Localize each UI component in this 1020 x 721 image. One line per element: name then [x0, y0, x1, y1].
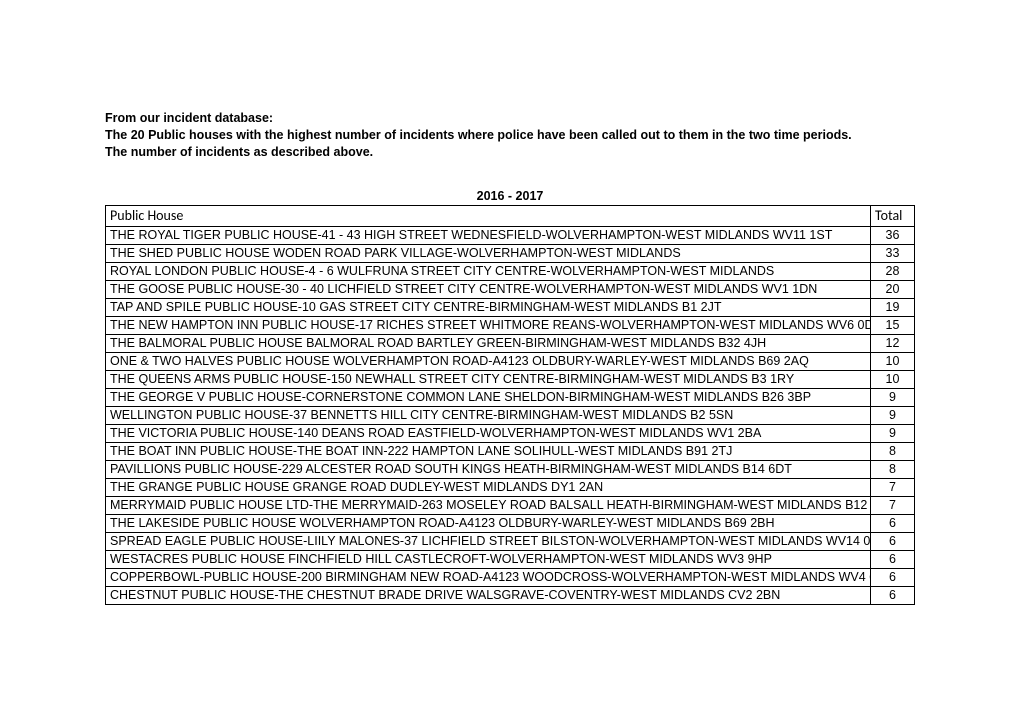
public-house-cell: THE ROYAL TIGER PUBLIC HOUSE-41 - 43 HIG…	[106, 226, 871, 244]
public-house-cell: ONE & TWO HALVES PUBLIC HOUSE WOLVERHAMP…	[106, 352, 871, 370]
public-house-cell: MERRYMAID PUBLIC HOUSE LTD-THE MERRYMAID…	[106, 496, 871, 514]
total-cell: 20	[871, 280, 915, 298]
public-house-cell: THE GEORGE V PUBLIC HOUSE-CORNERSTONE CO…	[106, 388, 871, 406]
total-cell: 10	[871, 370, 915, 388]
public-house-cell: THE BOAT INN PUBLIC HOUSE-THE BOAT INN-2…	[106, 442, 871, 460]
total-cell: 7	[871, 496, 915, 514]
table-row: TAP AND SPILE PUBLIC HOUSE-10 GAS STREET…	[106, 298, 915, 316]
public-house-cell: CHESTNUT PUBLIC HOUSE-THE CHESTNUT BRADE…	[106, 586, 871, 604]
table-row: THE BOAT INN PUBLIC HOUSE-THE BOAT INN-2…	[106, 442, 915, 460]
heading-line-1: From our incident database:	[105, 110, 915, 127]
total-cell: 7	[871, 478, 915, 496]
total-cell: 9	[871, 424, 915, 442]
table-row: ROYAL LONDON PUBLIC HOUSE-4 - 6 WULFRUNA…	[106, 262, 915, 280]
total-cell: 36	[871, 226, 915, 244]
heading-line-2: The 20 Public houses with the highest nu…	[105, 127, 915, 144]
total-cell: 9	[871, 406, 915, 424]
public-house-cell: THE LAKESIDE PUBLIC HOUSE WOLVERHAMPTON …	[106, 514, 871, 532]
total-cell: 9	[871, 388, 915, 406]
table-row: THE LAKESIDE PUBLIC HOUSE WOLVERHAMPTON …	[106, 514, 915, 532]
table-row: SPREAD EAGLE PUBLIC HOUSE-LIILY MALONES-…	[106, 532, 915, 550]
table-row: THE QUEENS ARMS PUBLIC HOUSE-150 NEWHALL…	[106, 370, 915, 388]
total-cell: 33	[871, 244, 915, 262]
total-cell: 19	[871, 298, 915, 316]
total-cell: 8	[871, 442, 915, 460]
table-row: THE SHED PUBLIC HOUSE WODEN ROAD PARK VI…	[106, 244, 915, 262]
total-cell: 6	[871, 550, 915, 568]
heading-line-3: The number of incidents as described abo…	[105, 144, 915, 161]
public-house-cell: PAVILLIONS PUBLIC HOUSE-229 ALCESTER ROA…	[106, 460, 871, 478]
public-house-cell: WELLINGTON PUBLIC HOUSE-37 BENNETTS HILL…	[106, 406, 871, 424]
total-cell: 6	[871, 532, 915, 550]
public-house-cell: TAP AND SPILE PUBLIC HOUSE-10 GAS STREET…	[106, 298, 871, 316]
public-house-cell: THE SHED PUBLIC HOUSE WODEN ROAD PARK VI…	[106, 244, 871, 262]
public-house-cell: THE NEW HAMPTON INN PUBLIC HOUSE-17 RICH…	[106, 316, 871, 334]
col-header-total: Total	[871, 205, 915, 226]
table-row: PAVILLIONS PUBLIC HOUSE-229 ALCESTER ROA…	[106, 460, 915, 478]
table-row: THE GEORGE V PUBLIC HOUSE-CORNERSTONE CO…	[106, 388, 915, 406]
table-row: MERRYMAID PUBLIC HOUSE LTD-THE MERRYMAID…	[106, 496, 915, 514]
col-header-public-house: Public House	[106, 205, 871, 226]
public-house-cell: WESTACRES PUBLIC HOUSE FINCHFIELD HILL C…	[106, 550, 871, 568]
total-cell: 6	[871, 514, 915, 532]
public-house-cell: THE QUEENS ARMS PUBLIC HOUSE-150 NEWHALL…	[106, 370, 871, 388]
total-cell: 15	[871, 316, 915, 334]
document-page: From our incident database: The 20 Publi…	[0, 0, 1020, 721]
incidents-table: Public House Total THE ROYAL TIGER PUBLI…	[105, 205, 915, 605]
total-cell: 8	[871, 460, 915, 478]
table-header-row: Public House Total	[106, 205, 915, 226]
table-row: THE BALMORAL PUBLIC HOUSE BALMORAL ROAD …	[106, 334, 915, 352]
table-row: WESTACRES PUBLIC HOUSE FINCHFIELD HILL C…	[106, 550, 915, 568]
table-row: THE VICTORIA PUBLIC HOUSE-140 DEANS ROAD…	[106, 424, 915, 442]
total-cell: 28	[871, 262, 915, 280]
table-row: THE GOOSE PUBLIC HOUSE-30 - 40 LICHFIELD…	[106, 280, 915, 298]
table-row: THE NEW HAMPTON INN PUBLIC HOUSE-17 RICH…	[106, 316, 915, 334]
document-heading: From our incident database: The 20 Publi…	[105, 110, 915, 161]
public-house-cell: SPREAD EAGLE PUBLIC HOUSE-LIILY MALONES-…	[106, 532, 871, 550]
public-house-cell: THE GOOSE PUBLIC HOUSE-30 - 40 LICHFIELD…	[106, 280, 871, 298]
table-row: THE ROYAL TIGER PUBLIC HOUSE-41 - 43 HIG…	[106, 226, 915, 244]
period-title: 2016 - 2017	[105, 189, 915, 203]
table-row: WELLINGTON PUBLIC HOUSE-37 BENNETTS HILL…	[106, 406, 915, 424]
public-house-cell: THE BALMORAL PUBLIC HOUSE BALMORAL ROAD …	[106, 334, 871, 352]
table-row: COPPERBOWL-PUBLIC HOUSE-200 BIRMINGHAM N…	[106, 568, 915, 586]
public-house-cell: COPPERBOWL-PUBLIC HOUSE-200 BIRMINGHAM N…	[106, 568, 871, 586]
total-cell: 12	[871, 334, 915, 352]
total-cell: 6	[871, 586, 915, 604]
total-cell: 6	[871, 568, 915, 586]
table-row: CHESTNUT PUBLIC HOUSE-THE CHESTNUT BRADE…	[106, 586, 915, 604]
public-house-cell: THE VICTORIA PUBLIC HOUSE-140 DEANS ROAD…	[106, 424, 871, 442]
public-house-cell: THE GRANGE PUBLIC HOUSE GRANGE ROAD DUDL…	[106, 478, 871, 496]
public-house-cell: ROYAL LONDON PUBLIC HOUSE-4 - 6 WULFRUNA…	[106, 262, 871, 280]
table-row: THE GRANGE PUBLIC HOUSE GRANGE ROAD DUDL…	[106, 478, 915, 496]
table-row: ONE & TWO HALVES PUBLIC HOUSE WOLVERHAMP…	[106, 352, 915, 370]
total-cell: 10	[871, 352, 915, 370]
